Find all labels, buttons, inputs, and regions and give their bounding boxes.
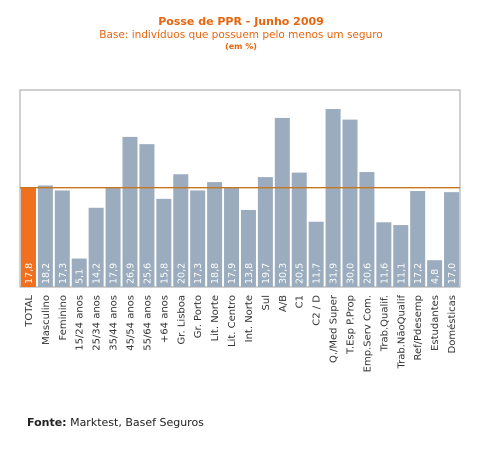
bar: [342, 119, 358, 287]
bar: [427, 260, 443, 287]
bar-value-label: 17,3: [193, 263, 204, 284]
category-label: +64 anos: [159, 295, 170, 343]
category-label: Lit. Centro: [227, 295, 238, 347]
bar: [240, 209, 256, 287]
category-label: Masculino: [41, 295, 52, 345]
bar-value-label: 17,8: [24, 263, 35, 284]
category-label: 55/64 anos: [142, 295, 153, 351]
bar-value-label: 11,1: [396, 263, 407, 284]
bar-value-label: 11,7: [312, 263, 323, 284]
category-label: C2 / D: [312, 295, 323, 326]
bar-value-label: 31,9: [329, 263, 340, 284]
category-label: 15/24 anos: [75, 295, 86, 351]
bar: [274, 117, 290, 287]
category-label: A/B: [278, 295, 289, 312]
category-label: Sul: [261, 295, 272, 310]
category-label: TOTAL: [24, 295, 35, 328]
chart-unit: (em %): [225, 42, 257, 51]
bar-value-label: 20,2: [176, 263, 187, 284]
bar-value-label: 20,5: [295, 263, 306, 284]
bar-value-label: 20,6: [362, 263, 373, 284]
bar-value-label: 11,6: [379, 263, 390, 284]
bar: [291, 172, 307, 287]
bar: [20, 187, 36, 287]
bar-value-label: 30,0: [346, 263, 357, 284]
bar: [325, 109, 341, 287]
bar: [190, 190, 206, 287]
category-label: Q./Med Super: [329, 294, 340, 363]
bar: [308, 221, 324, 287]
category-label: 25/34 anos: [92, 295, 103, 351]
category-label: C1: [295, 295, 306, 308]
bar: [224, 187, 240, 287]
chart-title: Posse de PPR - Junho 2009: [158, 15, 324, 28]
category-label: Int. Norte: [244, 295, 255, 342]
bar: [54, 190, 70, 287]
bar-value-label: 5,1: [75, 269, 86, 284]
category-label: Ref/Pdesemp: [413, 295, 424, 361]
bar: [359, 172, 375, 287]
bar: [393, 225, 409, 287]
category-label: Trab.NãoQualif: [396, 295, 407, 370]
bar: [122, 136, 138, 287]
bar: [257, 177, 273, 287]
category-label: Emp.Serv Com.: [362, 295, 373, 372]
bar: [376, 222, 392, 287]
chart-subtitle: Base: indivíduos que possuem pelo menos …: [99, 29, 383, 41]
bar: [156, 198, 172, 287]
plot-frame: [19, 89, 461, 288]
category-label: Domésticas: [446, 295, 458, 353]
bar-value-label: 13,8: [244, 263, 255, 284]
bar-value-label: 17,2: [413, 263, 424, 284]
category-label: Feminino: [58, 295, 69, 340]
bar: [173, 174, 189, 287]
bar: [207, 182, 223, 287]
category-label: Trab.Qualif.: [379, 295, 390, 352]
source-label: Fonte:: [27, 416, 67, 429]
bar: [88, 207, 104, 287]
bar-value-label: 18,2: [41, 263, 52, 284]
category-label: Gr. Lisboa: [176, 295, 187, 344]
bar: [444, 192, 460, 287]
bar: [410, 191, 426, 287]
category-label: 35/44 anos: [109, 295, 120, 351]
bar-value-label: 4,8: [430, 269, 441, 284]
category-label: T.Esp P.Prop: [346, 295, 357, 355]
source-text: Marktest, Basef Seguros: [66, 416, 204, 429]
source-note: Fonte: Marktest, Basef Seguros: [27, 416, 204, 429]
category-label: 45/54 anos: [126, 295, 137, 351]
bar: [71, 258, 87, 287]
bar-value-label: 18,8: [210, 263, 221, 284]
bar-value-label: 14,2: [92, 263, 103, 284]
bar-value-label: 17,3: [58, 263, 69, 284]
bar-value-label: 26,9: [126, 263, 137, 284]
bar-value-label: 17,9: [227, 263, 238, 284]
bar-value-label: 17,0: [447, 263, 458, 284]
bar: [139, 144, 155, 287]
category-label: Gr. Porto: [193, 295, 204, 338]
category-label: Lit. Norte: [210, 295, 221, 341]
category-label: Estudantes: [430, 295, 441, 351]
bar-value-label: 30,3: [278, 263, 289, 284]
bar-value-label: 17,9: [109, 263, 120, 284]
bar-value-label: 19,7: [261, 263, 272, 284]
bar-value-label: 25,6: [142, 263, 153, 284]
bar: [37, 185, 53, 287]
bar: [105, 187, 121, 287]
bar-value-label: 15,8: [159, 263, 170, 284]
